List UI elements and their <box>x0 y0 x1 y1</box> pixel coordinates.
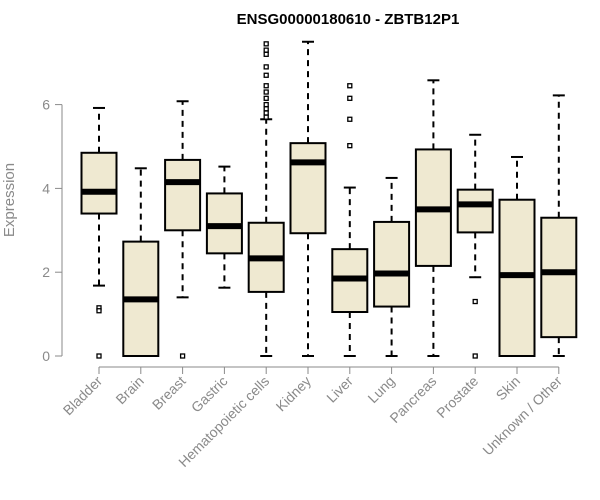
y-axis: 0 2 4 6 <box>42 97 63 364</box>
y-tick-label: 2 <box>42 264 50 280</box>
outlier-point <box>472 298 478 305</box>
box-gastric <box>205 165 243 289</box>
iqr-box <box>164 158 202 232</box>
outlier-point <box>263 106 269 112</box>
iqr-box <box>373 220 411 308</box>
y-axis-label: Expression <box>1 163 18 237</box>
box-liver <box>331 83 369 357</box>
box-breast <box>164 100 202 359</box>
outlier-point <box>347 83 353 89</box>
outlier-point <box>263 101 269 108</box>
x-tick-label: Breast <box>149 373 189 413</box>
iqr-box <box>289 142 327 235</box>
iqr-box <box>540 216 578 339</box>
iqr-box <box>456 188 494 234</box>
box-pancreas <box>414 79 452 357</box>
x-tick-label: Skin <box>493 373 524 404</box>
box-lung <box>373 176 411 357</box>
x-tick-label: Lung <box>364 373 397 406</box>
outlier-point <box>347 143 353 149</box>
outlier-point <box>472 353 478 359</box>
x-tick-label: Kidney <box>273 373 315 415</box>
outlier-point <box>96 353 102 359</box>
outlier-point <box>263 83 269 89</box>
x-tick-label: Prostate <box>433 373 481 421</box>
box-brain <box>122 167 160 358</box>
chart-title: ENSG00000180610 - ZBTB12P1 <box>237 11 460 28</box>
box-kidney <box>289 40 327 357</box>
x-tick-label: Brain <box>112 373 146 407</box>
outlier-point <box>263 72 269 78</box>
x-tick-label: Liver <box>323 373 356 406</box>
outlier-point <box>263 89 269 95</box>
box-prostate <box>456 133 494 359</box>
outlier-point <box>263 41 269 47</box>
outlier-point <box>347 116 353 122</box>
outlier-point <box>96 308 102 314</box>
outlier-point <box>179 353 186 359</box>
box-bladder <box>80 106 118 359</box>
box-unknown-other <box>540 94 578 357</box>
outlier-point <box>263 64 269 70</box>
box-hematopoietic-cells <box>247 41 285 357</box>
y-tick-label: 6 <box>42 97 50 113</box>
box-skin <box>498 155 536 357</box>
iqr-box <box>80 151 118 215</box>
plot-area <box>80 40 578 359</box>
y-tick-label: 0 <box>42 348 50 364</box>
x-tick-label: Bladder <box>60 373 106 419</box>
x-tick-label: Unknown / Other <box>479 373 565 459</box>
outlier-point <box>263 47 269 53</box>
outlier-point <box>263 95 269 101</box>
outlier-point <box>347 95 353 101</box>
outlier-point <box>263 114 269 120</box>
outlier-point <box>263 51 269 57</box>
outlier-point <box>263 110 269 116</box>
y-tick-label: 4 <box>42 180 50 196</box>
